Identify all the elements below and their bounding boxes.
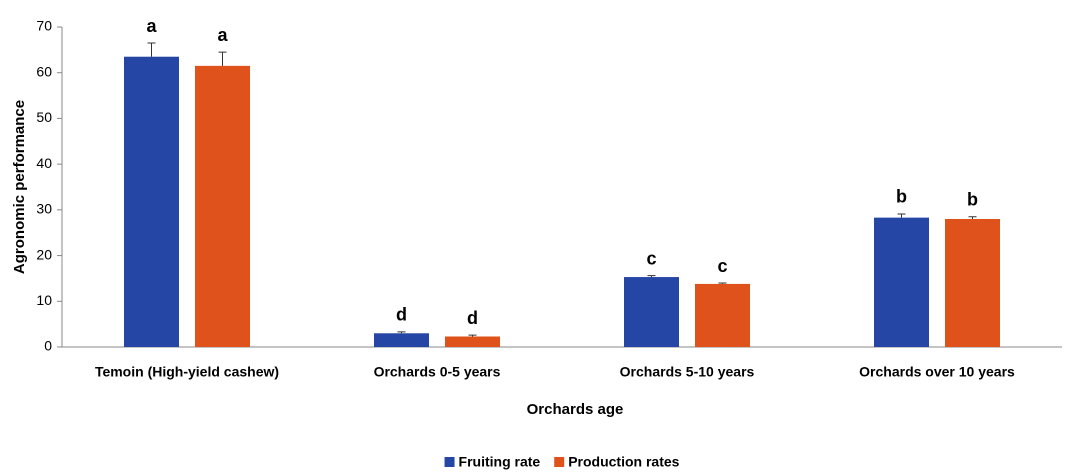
x-tick-label: Orchards over 10 years	[859, 364, 1015, 380]
error-bar	[647, 275, 656, 278]
y-tick-label: 20	[36, 246, 52, 262]
error-bar	[968, 216, 977, 219]
y-tick-label: 70	[36, 18, 52, 34]
bar	[195, 65, 250, 347]
significance-letter: d	[467, 308, 478, 328]
significance-letter: a	[146, 16, 157, 36]
error-bar	[468, 334, 477, 337]
bar	[695, 283, 750, 347]
bar	[624, 277, 679, 347]
significance-letter: d	[396, 305, 407, 325]
bar	[945, 219, 1000, 347]
y-tick-label: 10	[36, 292, 52, 308]
y-tick-label: 50	[36, 109, 52, 125]
legend-label: Production rates	[568, 454, 679, 470]
y-tick-label: 60	[36, 63, 52, 79]
x-tick-label: Orchards 0-5 years	[374, 364, 501, 380]
bar	[374, 333, 429, 347]
y-axis-label: Agronomic performance	[11, 100, 28, 274]
bar	[445, 336, 500, 347]
y-tick-label: 40	[36, 155, 52, 171]
x-axis-label: Orchards age	[527, 401, 624, 418]
error-bar	[397, 331, 406, 334]
x-tick-label: Temoin (High-yield cashew)	[95, 364, 279, 380]
significance-letter: a	[217, 25, 228, 45]
bar	[124, 56, 179, 347]
legend-swatch	[554, 457, 565, 467]
legend-label: Fruiting rate	[459, 454, 541, 470]
error-bar	[897, 213, 906, 218]
y-tick-label: 0	[44, 338, 52, 354]
y-tick-label: 30	[36, 201, 52, 217]
x-tick-label: Orchards 5-10 years	[620, 364, 755, 380]
error-bar	[147, 42, 156, 57]
significance-letter: c	[717, 256, 727, 276]
significance-letter: b	[896, 187, 907, 207]
bar	[874, 217, 929, 347]
error-bar	[718, 282, 727, 284]
legend-swatch	[444, 457, 455, 467]
error-bar	[218, 51, 227, 66]
significance-letter: c	[646, 248, 656, 268]
significance-letter: b	[967, 189, 978, 209]
